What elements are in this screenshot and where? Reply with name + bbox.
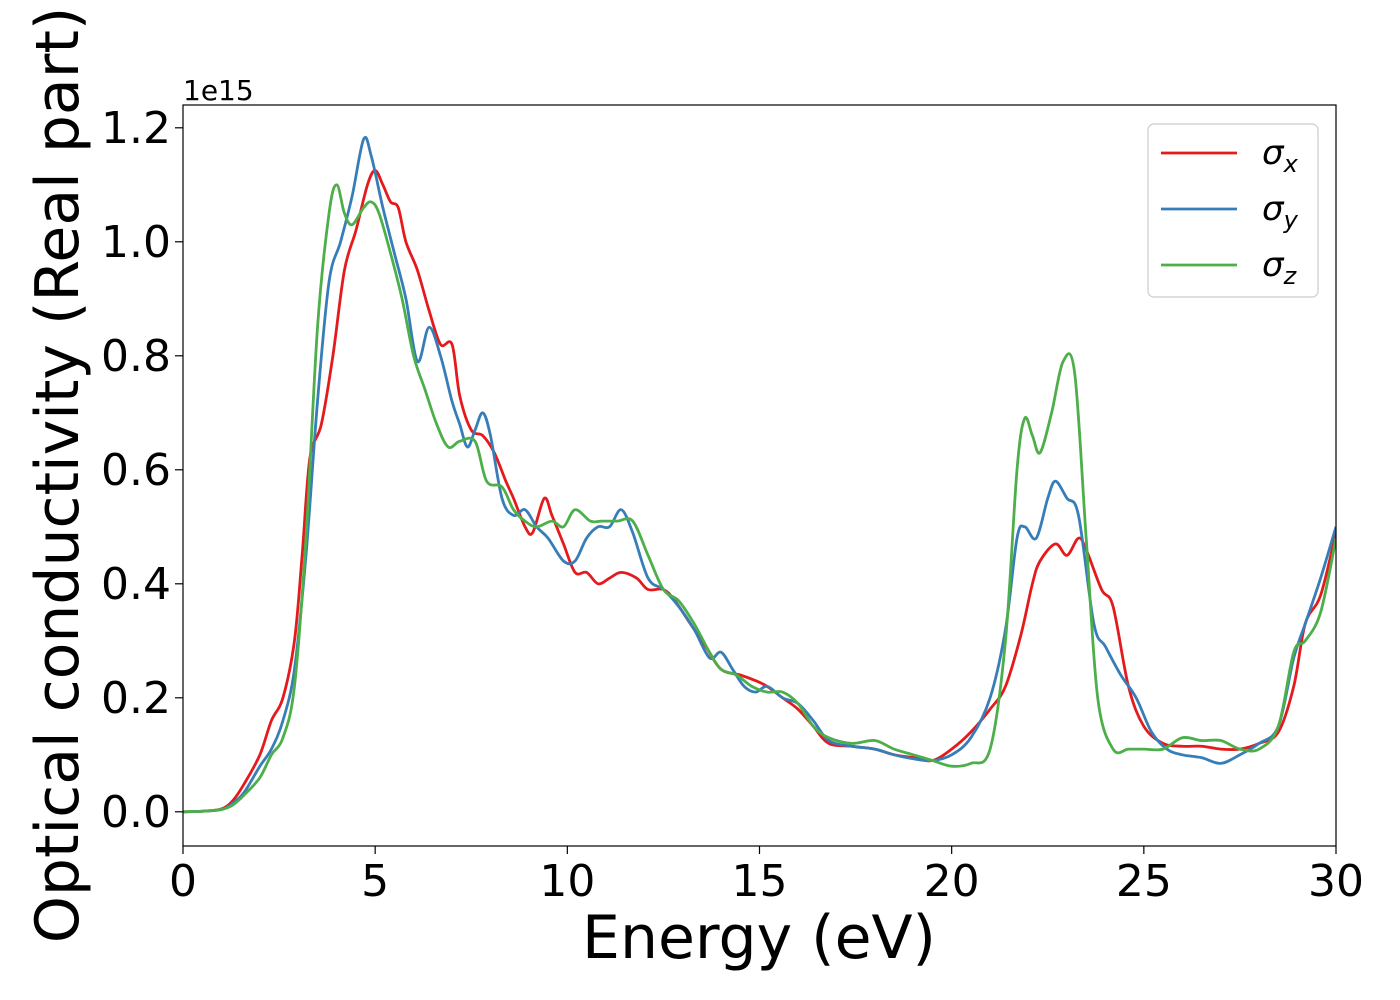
legend: σx σy σz [1147,123,1319,298]
x-tick-label: 5 [361,856,389,907]
y-tick-label: 1.2 [101,103,171,154]
x-tick-label: 20 [924,856,980,907]
y-tick-label: 1.0 [101,217,171,268]
y-tick-label: 0.2 [101,673,171,724]
x-tick-label: 25 [1116,856,1172,907]
legend-label-x: σx [1262,133,1299,178]
y-axis: 0.0 0.2 0.4 0.6 0.8 1.0 1.2 [101,103,183,838]
y-tick-label: 0.8 [101,331,171,382]
series-line-z [183,183,1336,814]
legend-label-z: σz [1262,245,1298,290]
y-tick-label: 0.6 [101,445,171,496]
x-tick-label: 10 [539,856,595,907]
series-line-y [183,136,1336,814]
legend-box [1147,123,1319,298]
y-offset-label: 1e15 [183,74,254,107]
x-axis: 0 5 10 15 20 25 30 [169,846,1364,907]
x-axis-label: Energy (eV) [582,903,936,973]
x-tick-label: 30 [1308,856,1364,907]
y-tick-label: 0.4 [101,559,171,610]
series-line-x [183,169,1336,814]
y-axis-label: Optical conductivity (Real part) [23,7,93,944]
legend-label-y: σy [1262,189,1299,234]
series-layer [183,136,1336,814]
y-tick-label: 0.0 [101,787,171,838]
x-tick-label: 15 [732,856,788,907]
x-tick-label: 0 [169,856,197,907]
